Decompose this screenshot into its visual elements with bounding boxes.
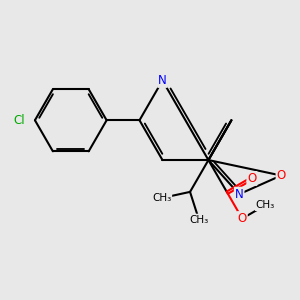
- Text: O: O: [277, 169, 286, 182]
- Text: CH₃: CH₃: [256, 200, 275, 210]
- Text: O: O: [247, 172, 256, 185]
- Text: O: O: [238, 212, 247, 225]
- Text: N: N: [158, 74, 167, 87]
- Text: N: N: [235, 188, 244, 201]
- Text: Cl: Cl: [13, 114, 25, 127]
- Text: CH₃: CH₃: [152, 193, 171, 203]
- Text: CH₃: CH₃: [189, 214, 208, 224]
